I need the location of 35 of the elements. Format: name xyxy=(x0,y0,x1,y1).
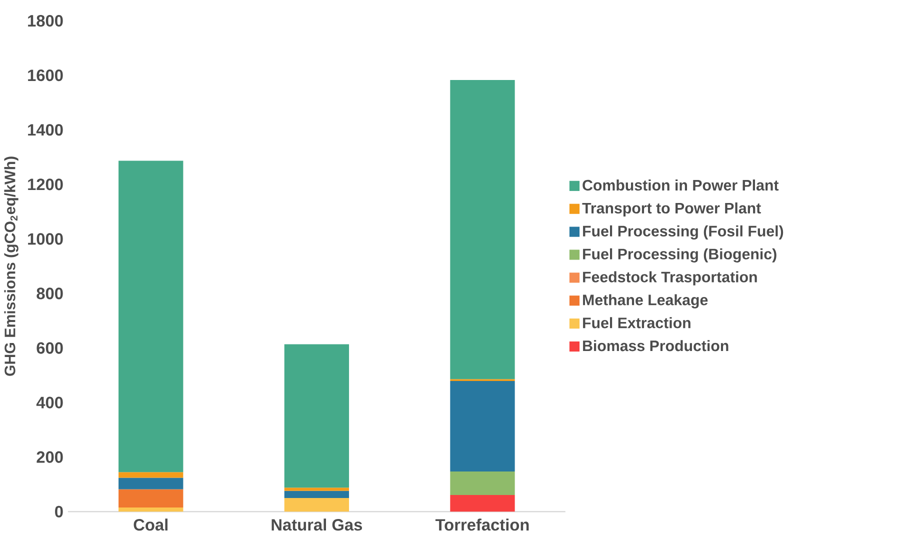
y-tick-label: 800 xyxy=(36,288,63,300)
y-tick-label: 1800 xyxy=(28,15,63,27)
legend-label: Fuel Extraction xyxy=(583,317,690,328)
x-tick-label: Coal xyxy=(134,518,168,531)
legend-label: Feedstock Trasportation xyxy=(583,271,757,286)
legend-label: Transport to Power Plant xyxy=(582,202,761,217)
y-tick-label: 400 xyxy=(36,396,63,409)
x-tick-label: Torrefaction xyxy=(435,518,529,531)
bar xyxy=(118,472,184,478)
x-tick-label: Natural Gas xyxy=(272,518,362,531)
legend-label: Fuel Processing (Biogenic) xyxy=(583,248,776,263)
y-axis-title: GHG Emissions (gCO$_{2}$eq/kWh) xyxy=(4,156,18,376)
bar xyxy=(450,80,515,380)
bar xyxy=(118,160,184,472)
bar xyxy=(284,498,350,512)
legend-label: Methane Leakage xyxy=(583,294,708,309)
bar xyxy=(118,478,184,490)
y-tick-label: 0 xyxy=(55,506,63,518)
bar xyxy=(284,488,350,492)
bar xyxy=(284,491,350,498)
y-tick-label: 1600 xyxy=(28,70,63,82)
legend-label: Combustion in Power Plant xyxy=(582,180,779,191)
bar xyxy=(450,381,515,472)
y-tick-label: 600 xyxy=(36,342,63,354)
y-tick-label: 1000 xyxy=(28,233,63,245)
y-tick-label: 1400 xyxy=(28,124,63,136)
bar xyxy=(450,495,515,512)
y-tick-label: 200 xyxy=(36,452,63,464)
y-tick-label: 1200 xyxy=(28,178,63,190)
bar xyxy=(284,344,350,488)
bar xyxy=(450,472,515,496)
bar xyxy=(118,508,184,512)
legend-label: Biomass Production xyxy=(583,340,728,352)
bar xyxy=(118,489,184,508)
legend-label: Fuel Processing (Fosil Fuel) xyxy=(583,226,784,240)
